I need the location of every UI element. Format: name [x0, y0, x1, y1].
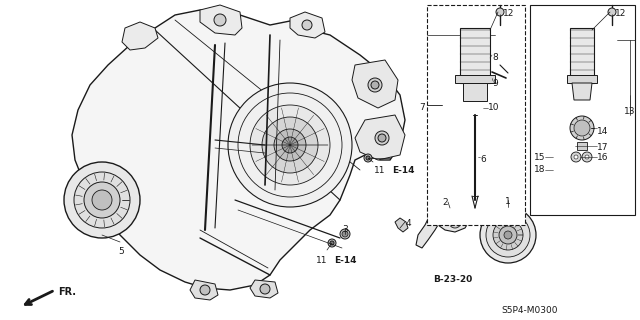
Text: 15: 15 — [534, 153, 545, 162]
Text: 4: 4 — [406, 219, 412, 228]
Circle shape — [375, 131, 389, 145]
Circle shape — [571, 152, 581, 162]
Circle shape — [200, 285, 210, 295]
Bar — [463, 83, 487, 101]
Text: 3: 3 — [342, 225, 348, 234]
Polygon shape — [190, 280, 218, 300]
Text: 12: 12 — [615, 9, 627, 18]
Circle shape — [364, 154, 372, 162]
Bar — [577, 142, 587, 150]
Circle shape — [570, 116, 594, 140]
Bar — [460, 28, 490, 83]
Text: 2: 2 — [442, 198, 448, 207]
Circle shape — [368, 78, 382, 92]
Circle shape — [449, 216, 461, 228]
Circle shape — [260, 284, 270, 294]
Circle shape — [499, 226, 517, 244]
Text: E-14: E-14 — [392, 166, 415, 175]
Text: 13: 13 — [623, 108, 635, 116]
Polygon shape — [355, 115, 405, 160]
Circle shape — [504, 231, 512, 239]
Bar — [427, 5, 525, 225]
Circle shape — [282, 137, 298, 153]
Text: 5: 5 — [118, 247, 124, 256]
Polygon shape — [572, 83, 592, 100]
Circle shape — [480, 207, 536, 263]
Circle shape — [340, 229, 350, 239]
Circle shape — [74, 172, 130, 228]
Polygon shape — [200, 5, 242, 35]
Bar — [530, 5, 635, 215]
Circle shape — [574, 120, 590, 136]
Text: S5P4-M0300: S5P4-M0300 — [502, 306, 558, 315]
Circle shape — [64, 162, 140, 238]
Text: 10: 10 — [488, 103, 499, 113]
Text: 11: 11 — [316, 256, 328, 265]
Circle shape — [378, 134, 386, 142]
Polygon shape — [416, 205, 470, 248]
Circle shape — [371, 81, 379, 89]
Bar — [455, 75, 495, 83]
Text: 14: 14 — [597, 126, 609, 135]
Circle shape — [585, 155, 589, 159]
Text: 1: 1 — [505, 197, 511, 206]
Text: 18: 18 — [534, 165, 545, 174]
Circle shape — [574, 155, 578, 159]
Text: 11: 11 — [374, 166, 385, 175]
Circle shape — [250, 105, 330, 185]
Circle shape — [262, 117, 318, 173]
Text: 7: 7 — [419, 102, 425, 111]
Circle shape — [452, 219, 458, 225]
Circle shape — [214, 14, 226, 26]
Text: 9: 9 — [492, 78, 498, 87]
Polygon shape — [72, 10, 405, 290]
Bar — [567, 75, 597, 83]
Polygon shape — [290, 12, 325, 38]
Text: E-14: E-14 — [334, 256, 356, 265]
Text: 12: 12 — [503, 9, 515, 18]
Text: FR.: FR. — [58, 287, 76, 297]
Text: 17: 17 — [597, 142, 609, 151]
Ellipse shape — [578, 169, 586, 172]
Text: 6: 6 — [480, 156, 486, 164]
Ellipse shape — [571, 166, 593, 173]
Circle shape — [228, 83, 352, 207]
Circle shape — [330, 241, 334, 245]
Polygon shape — [395, 218, 408, 232]
Polygon shape — [122, 22, 158, 50]
Bar — [570, 28, 594, 83]
Text: 8: 8 — [492, 53, 498, 62]
Circle shape — [84, 182, 120, 218]
Text: 16: 16 — [597, 153, 609, 162]
Circle shape — [366, 156, 370, 160]
Polygon shape — [352, 60, 398, 108]
Circle shape — [582, 152, 592, 162]
Circle shape — [342, 231, 348, 237]
Circle shape — [274, 129, 306, 161]
Circle shape — [493, 220, 523, 250]
Circle shape — [302, 20, 312, 30]
Circle shape — [496, 8, 504, 16]
Text: B-23-20: B-23-20 — [433, 275, 472, 284]
Circle shape — [328, 239, 336, 247]
Circle shape — [486, 213, 530, 257]
Circle shape — [92, 190, 112, 210]
Polygon shape — [250, 280, 278, 298]
Circle shape — [608, 8, 616, 16]
